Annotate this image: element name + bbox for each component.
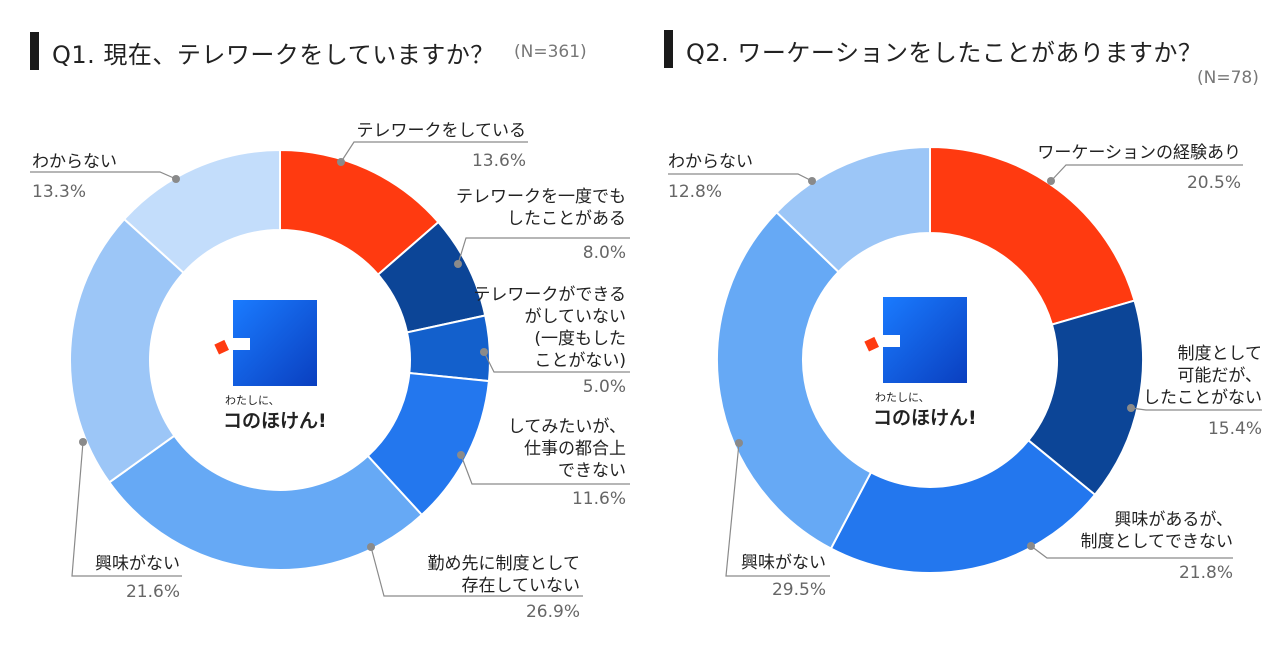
q1-slice-7 xyxy=(122,148,281,275)
q2-sample-size: (N=78) xyxy=(1197,68,1259,88)
q1-sample-size: (N=361) xyxy=(514,42,587,62)
q2-leader-dot-5 xyxy=(808,177,816,185)
q2-value-4: 29.5% xyxy=(772,580,826,600)
q2-slice-3 xyxy=(829,438,1097,574)
q1-leader-dot-7 xyxy=(172,175,180,183)
logo-diamond xyxy=(864,336,879,352)
q2-leader-1 xyxy=(1050,164,1243,182)
q1-title-bar xyxy=(30,32,39,70)
q2-donut xyxy=(716,145,1144,574)
q2-label-1: ワーケーションの経験あり xyxy=(1037,143,1241,163)
q2-slice-4 xyxy=(716,210,873,550)
q2-leader-dot-4 xyxy=(735,439,743,447)
q2-leader-3 xyxy=(1030,545,1233,559)
q2-leader-dot-2 xyxy=(1127,404,1135,412)
q1-leader-dot-5 xyxy=(367,543,375,551)
q1-label-3: テレワークができるがしていない(一度もしたことがない) xyxy=(473,285,626,371)
q2-leader-dot-3 xyxy=(1027,542,1035,550)
q2-value-1: 20.5% xyxy=(1187,173,1241,193)
q1-title: Q1. 現在、テレワークをしていますか？ xyxy=(52,41,495,69)
q1-label-1: テレワークをしている xyxy=(357,121,527,141)
q1-leader-dot-4 xyxy=(457,451,465,459)
logo-big-text: コのほけん! xyxy=(223,410,327,432)
q2-leader-dot-1 xyxy=(1047,177,1055,185)
q1-donut xyxy=(69,148,491,571)
q1-center-logo: わたしに、コのほけん! xyxy=(214,300,327,432)
q2-title-bar xyxy=(664,30,673,68)
q2-value-3: 21.8% xyxy=(1179,563,1233,583)
q2-leader-4 xyxy=(725,442,830,577)
q2-label-4: 興味がない xyxy=(741,553,826,573)
q1-value-2: 8.0% xyxy=(583,243,626,263)
q2-leader-2 xyxy=(1130,407,1262,411)
q1-label-6: 興味がない xyxy=(95,554,180,574)
q1-leader-dot-2 xyxy=(454,260,462,268)
q2-slice-1 xyxy=(929,145,1136,326)
q2-center-logo: わたしに、コのほけん! xyxy=(864,297,977,429)
q1-slice-6 xyxy=(69,217,185,484)
q1-leader-4 xyxy=(460,454,630,485)
q1-leader-dot-6 xyxy=(79,438,87,446)
q1-value-4: 11.6% xyxy=(572,489,626,509)
logo-big-text: コのほけん! xyxy=(873,407,977,429)
q1-value-5: 26.9% xyxy=(526,602,580,622)
q2-title: Q2. ワーケーションをしたことがありますか？ xyxy=(686,39,1203,67)
q1-slice-5 xyxy=(107,434,424,571)
logo-small-text: わたしに、 xyxy=(875,391,930,404)
q2-label-3: 興味があるが、制度としてできない xyxy=(1081,510,1234,552)
q2-label-5: わからない xyxy=(668,152,753,172)
q1-leader-5 xyxy=(370,546,583,597)
q1-leader-1 xyxy=(340,141,528,163)
q1-label-4: してみたいが、仕事の都合上できない xyxy=(508,417,626,481)
q2-leader-5 xyxy=(668,173,813,182)
q1-value-1: 13.6% xyxy=(472,151,526,171)
logo-small-text: わたしに、 xyxy=(225,394,280,407)
q1-leader-3 xyxy=(483,351,630,373)
q2-value-2: 15.4% xyxy=(1208,419,1262,439)
q1-value-6: 21.6% xyxy=(126,582,180,602)
q1-value-7: 13.3% xyxy=(32,182,86,202)
q1-leader-7 xyxy=(30,171,177,180)
q1-label-2: テレワークを一度でもしたことがある xyxy=(456,187,626,229)
q1-leader-dot-1 xyxy=(337,158,345,166)
q1-label-5: 勤め先に制度として存在していない xyxy=(428,554,581,596)
q2-label-2: 制度として可能だが、したことがない xyxy=(1143,344,1262,408)
q1-value-3: 5.0% xyxy=(583,377,626,397)
q1-label-7: わからない xyxy=(32,152,117,172)
q1-leader-2 xyxy=(457,237,630,265)
q2-value-5: 12.8% xyxy=(668,182,722,202)
q1-leader-dot-3 xyxy=(480,348,488,356)
logo-diamond xyxy=(214,339,229,355)
q1-leader-6 xyxy=(71,441,182,577)
